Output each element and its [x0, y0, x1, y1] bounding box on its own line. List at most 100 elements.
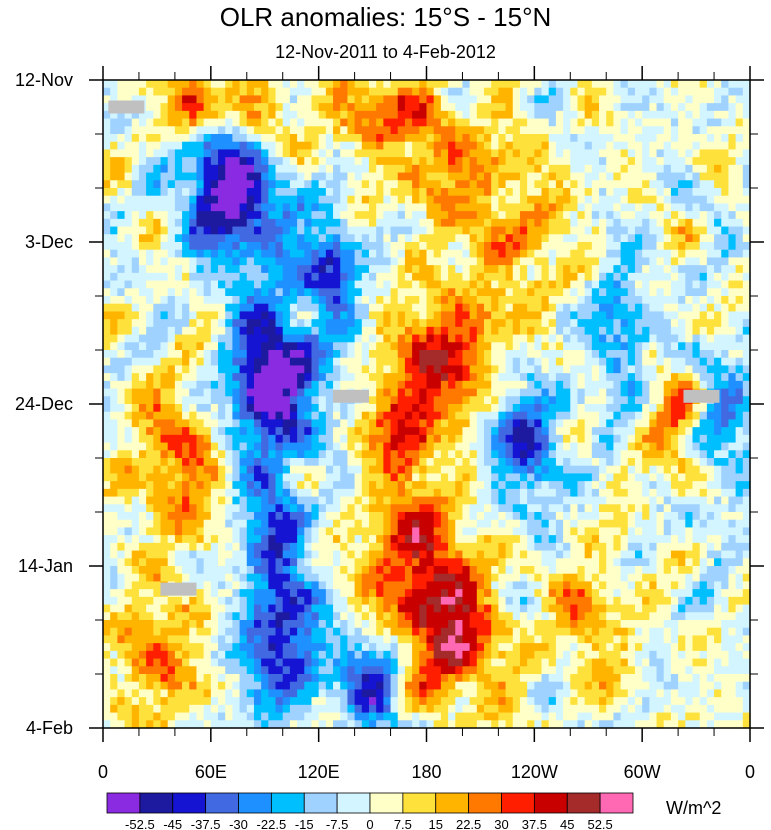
heatmap-cell [117, 350, 126, 359]
heatmap-cell [663, 211, 672, 220]
heatmap-cell [426, 149, 435, 158]
heatmap-cell [577, 141, 586, 151]
heatmap-cell [253, 149, 262, 158]
heatmap-cell [563, 134, 571, 143]
heatmap-cell [706, 80, 715, 89]
heatmap-cell [606, 296, 615, 305]
heatmap-cell [570, 496, 579, 505]
heatmap-cell [232, 249, 241, 259]
heatmap-cell [246, 203, 255, 212]
heatmap-cell [333, 87, 341, 97]
heatmap-cell [412, 396, 420, 405]
heatmap-cell [484, 496, 492, 505]
heatmap-cell [541, 195, 550, 205]
heatmap-cell [426, 272, 435, 282]
heatmap-cell [311, 226, 320, 235]
heatmap-cell [462, 373, 471, 382]
heatmap-cell [390, 388, 399, 397]
heatmap-cell [728, 419, 737, 428]
heatmap-cell [189, 419, 198, 428]
heatmap-cell [297, 380, 305, 390]
heatmap-cell [412, 342, 420, 351]
heatmap-cell [426, 234, 435, 243]
heatmap-cell [591, 380, 600, 390]
heatmap-cell [182, 365, 190, 374]
heatmap-cell [721, 164, 730, 174]
heatmap-cell [138, 496, 147, 505]
heatmap-cell [721, 458, 730, 467]
heatmap-cell [656, 172, 665, 181]
heatmap-cell [325, 172, 334, 181]
heatmap-cell [404, 103, 413, 112]
heatmap-cell [505, 211, 514, 220]
heatmap-cell [383, 450, 392, 459]
heatmap-cell [354, 404, 363, 413]
heatmap-cell [239, 87, 248, 97]
heatmap-cell [649, 465, 658, 475]
heatmap-cell [555, 226, 564, 235]
heatmap-cell [706, 103, 715, 112]
heatmap-cell [160, 380, 169, 390]
heatmap-cell [268, 103, 277, 112]
heatmap-cell [153, 434, 162, 444]
heatmap-cell [153, 488, 162, 498]
heatmap-cell [239, 488, 248, 498]
heatmap-cell [196, 365, 205, 374]
heatmap-cell [634, 357, 643, 367]
heatmap-cell [555, 95, 564, 104]
heatmap-cell [340, 357, 349, 367]
heatmap-cell [311, 388, 320, 397]
heatmap-cell [613, 396, 622, 405]
heatmap-cell [692, 442, 701, 451]
heatmap-cell [656, 404, 665, 413]
heatmap-cell [412, 504, 420, 513]
heatmap-cell [412, 388, 420, 397]
heatmap-cell [246, 288, 255, 297]
heatmap-cell [728, 319, 737, 328]
heatmap-cell [304, 350, 313, 359]
heatmap-cell [304, 342, 313, 351]
heatmap-cell [469, 450, 478, 459]
heatmap-cell [606, 226, 615, 235]
heatmap-cell [505, 87, 514, 97]
heatmap-cell [174, 103, 183, 112]
heatmap-cell [699, 411, 708, 421]
heatmap-cell [634, 434, 643, 444]
heatmap-cell [627, 249, 636, 259]
heatmap-cell [735, 350, 744, 359]
heatmap-cell [368, 465, 377, 475]
heatmap-cell [368, 450, 377, 459]
heatmap-cell [347, 288, 356, 297]
heatmap-cell [225, 442, 233, 451]
heatmap-cell [225, 365, 233, 374]
heatmap-cell [340, 110, 349, 120]
heatmap-cell [275, 350, 284, 359]
heatmap-cell [218, 427, 226, 436]
heatmap-cell [505, 272, 514, 282]
heatmap-cell [462, 80, 471, 89]
heatmap-cell [455, 411, 464, 421]
heatmap-cell [203, 203, 212, 212]
heatmap-cell [426, 257, 435, 266]
heatmap-cell [419, 180, 428, 189]
heatmap-cell [512, 134, 521, 143]
heatmap-cell [577, 272, 586, 282]
heatmap-cell [110, 427, 118, 436]
heatmap-cell [189, 396, 198, 405]
heatmap-cell [534, 195, 543, 205]
heatmap-cell [678, 427, 686, 436]
heatmap-cell [714, 458, 722, 467]
heatmap-cell [182, 473, 190, 482]
heatmap-cell [318, 411, 327, 421]
heatmap-cell [649, 380, 658, 390]
heatmap-cell [138, 218, 147, 228]
heatmap-cell [476, 342, 485, 351]
heatmap-cell [591, 265, 600, 274]
heatmap-cell [333, 326, 341, 336]
heatmap-cell [397, 280, 406, 289]
heatmap-cell [419, 442, 428, 451]
heatmap-cell [124, 157, 133, 166]
heatmap-cell [333, 411, 341, 421]
heatmap-cell [333, 311, 341, 320]
heatmap-cell [519, 157, 528, 166]
